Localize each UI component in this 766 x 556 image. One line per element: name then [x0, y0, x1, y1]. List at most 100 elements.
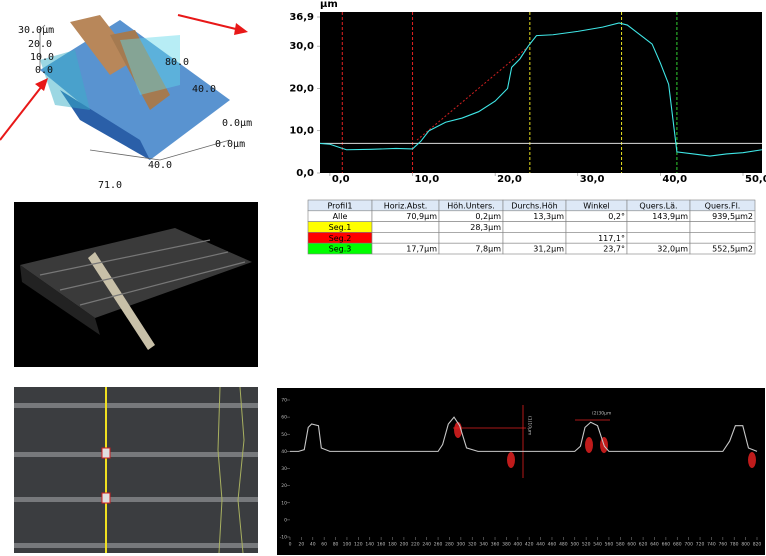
- x-tick-label: 740: [707, 542, 716, 548]
- table-text: Winkel: [583, 201, 610, 210]
- table-text: 32,0µm: [657, 245, 688, 254]
- axis-label: 30.0µm: [18, 25, 54, 36]
- table-cell: [690, 222, 755, 233]
- x-tick-label: 80: [333, 542, 339, 548]
- x-tick-label: 700: [684, 542, 693, 548]
- table-text: Durchs.Höh: [511, 201, 558, 210]
- x-tick-label: 280: [445, 542, 454, 548]
- arrow-head: [234, 23, 248, 35]
- table-text: 31,2µm: [533, 245, 564, 254]
- axis-label: 0.0: [35, 65, 53, 76]
- cursor-marker: [748, 452, 756, 468]
- table-cell: [627, 222, 690, 233]
- x-tick-label: 440: [536, 542, 545, 548]
- x-tick-label: 20: [299, 542, 305, 548]
- x-tick-label: 320: [468, 542, 477, 548]
- x-tick-label: 540: [593, 542, 602, 548]
- x-tick-label: 600: [627, 542, 636, 548]
- marker: [102, 448, 110, 458]
- sample-image-3d: [14, 202, 258, 367]
- y-tick-label: 10: [281, 500, 287, 506]
- x-tick-label: 800: [741, 542, 750, 548]
- y-tick-label: 36,9: [289, 12, 314, 23]
- arrow: [0, 86, 42, 140]
- x-tick-label: 10,0: [415, 174, 440, 185]
- x-tick-label: 50,0: [745, 174, 766, 185]
- table-text: Seg.3: [329, 245, 352, 254]
- x-tick-label: 340: [479, 542, 488, 548]
- axis-label: 71.0: [98, 180, 122, 191]
- y-tick-label: 70: [281, 398, 287, 404]
- x-tick-label: 100: [343, 542, 352, 548]
- table-text: Horiz.Abst.: [384, 201, 428, 210]
- table-cell: [690, 232, 755, 243]
- y-tick-label: 40: [281, 449, 287, 455]
- table-text: 552,5µm2: [712, 245, 753, 254]
- x-tick-label: 260: [434, 542, 443, 548]
- x-tick-label: 380: [502, 542, 511, 548]
- marker: [102, 493, 110, 503]
- table-cell: [372, 222, 439, 233]
- x-tick-label: 400: [514, 542, 523, 548]
- y-tick-label: 20,0: [289, 83, 314, 94]
- table-text: 0,2°: [608, 212, 625, 221]
- y-tick-label: 60: [281, 415, 287, 421]
- arrow-head: [35, 78, 48, 91]
- table-text: Höh.Unters.: [447, 201, 495, 210]
- x-tick-label: 480: [559, 542, 568, 548]
- table-cell: [372, 232, 439, 243]
- axis-label: 80.0: [165, 57, 189, 68]
- y-tick-label: 20: [281, 483, 287, 489]
- table-cell: [503, 222, 566, 233]
- table-text: 7,8µm: [475, 245, 501, 254]
- x-tick-label: 680: [673, 542, 682, 548]
- x-tick-label: 580: [616, 542, 625, 548]
- x-tick-label: 620: [639, 542, 648, 548]
- x-tick-label: 720: [696, 542, 705, 548]
- chart2-bg: [277, 388, 765, 555]
- x-tick-label: 520: [582, 542, 591, 548]
- table-cell: [439, 232, 503, 243]
- table-text: Alle: [333, 212, 348, 221]
- axis-label: 20.0: [28, 39, 52, 50]
- table-text: 0,2µm: [475, 212, 501, 221]
- x-tick-label: 160: [377, 542, 386, 548]
- x-tick-label: 500: [570, 542, 579, 548]
- x-tick-label: 460: [548, 542, 557, 548]
- axis-label: 0.0µm: [215, 139, 245, 150]
- annotation: (1)10µm: [527, 416, 533, 435]
- x-tick-label: 780: [730, 542, 739, 548]
- table-text: 13,3µm: [533, 212, 564, 221]
- annotation: (2)30µm: [592, 411, 611, 417]
- axis-label: 10.0: [30, 52, 54, 63]
- table-text: 143,9µm: [652, 212, 688, 221]
- table-cell: [566, 222, 627, 233]
- y-tick-label: 30,0: [289, 41, 314, 52]
- y-tick-label: -10: [280, 535, 287, 541]
- table-text: 23,7°: [603, 245, 625, 254]
- arrow: [178, 15, 240, 30]
- x-tick-label: 420: [525, 542, 534, 548]
- table-text: 939,5µm2: [712, 212, 753, 221]
- x-tick-label: 120: [354, 542, 363, 548]
- x-tick-label: 40: [310, 542, 316, 548]
- table-text: 117,1°: [598, 234, 625, 243]
- table-text: 70,9µm: [406, 212, 437, 221]
- x-tick-label: 560: [605, 542, 614, 548]
- image-bg: [14, 387, 258, 553]
- table-cell: [503, 232, 566, 243]
- x-tick-label: 0,0: [332, 174, 350, 185]
- table-text: 17,7µm: [406, 245, 437, 254]
- x-tick-label: 760: [719, 542, 728, 548]
- table-text: Seg.2: [329, 234, 352, 243]
- x-tick-label: 180: [388, 542, 397, 548]
- x-tick-label: 240: [422, 542, 431, 548]
- x-tick-label: 660: [662, 542, 671, 548]
- cursor-marker: [507, 452, 515, 468]
- table-text: Quers.Lä.: [639, 201, 677, 210]
- table-text: Quers.Fl.: [705, 201, 741, 210]
- x-tick-label: 360: [491, 542, 500, 548]
- x-tick-label: 220: [411, 542, 420, 548]
- x-tick-label: 200: [400, 542, 409, 548]
- y-tick-label: 0,0: [296, 168, 314, 179]
